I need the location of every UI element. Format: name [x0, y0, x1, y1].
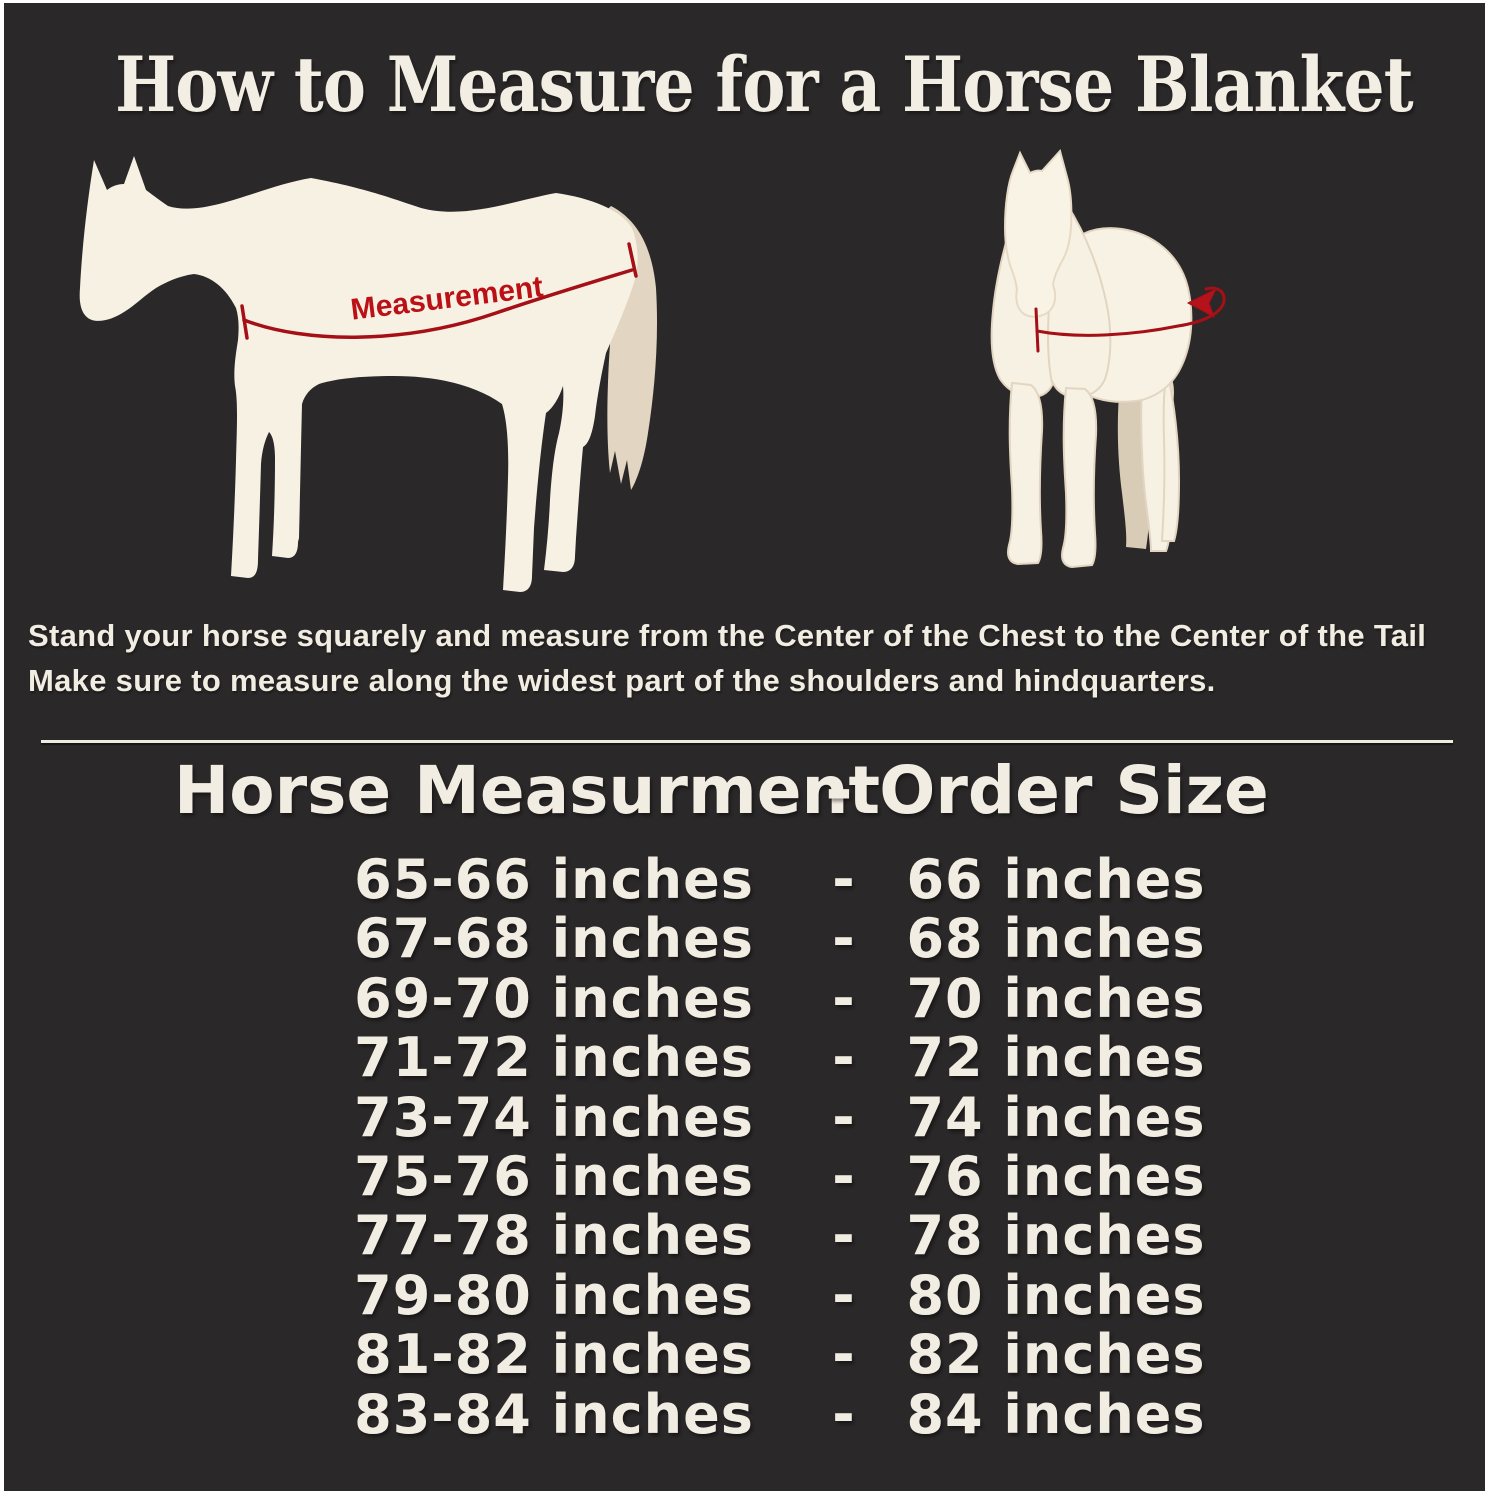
- size-chart-header: Horse Measurment - Order Size: [174, 751, 1289, 831]
- size-chart-row: 79-80 inches -80 inches: [294, 1264, 1254, 1327]
- horse-front-right-leg: [1061, 386, 1098, 569]
- instructions: Stand your horse squarely and measure fr…: [28, 613, 1473, 703]
- side-horse-illustration: Measurement: [79, 156, 658, 592]
- row-measurement: 81-82 inches: [354, 1323, 754, 1387]
- row-separator: -: [832, 1323, 856, 1387]
- row-separator: -: [832, 1382, 856, 1446]
- front-horse-illustration: [990, 148, 1226, 569]
- size-chart-rows: 65-66 inches -66 inches 67-68 inches -68 in…: [294, 848, 1254, 1446]
- row-order-size: 78 inches: [906, 1204, 1206, 1268]
- horse-body-silhouette: [79, 156, 638, 592]
- row-order-size: 66 inches: [906, 848, 1206, 911]
- row-measurement: 73-74 inches: [354, 1085, 754, 1149]
- horse-far-hind-leg: [1160, 370, 1181, 542]
- size-chart-row: 75-76 inches -76 inches: [294, 1145, 1254, 1208]
- size-chart-row: 81-82 inches -82 inches: [294, 1323, 1254, 1386]
- row-separator: -: [832, 1085, 856, 1149]
- row-order-size: 72 inches: [906, 1026, 1206, 1090]
- size-chart-row: 71-72 inches -72 inches: [294, 1026, 1254, 1089]
- divider-line: [41, 740, 1453, 743]
- row-order-size: 84 inches: [906, 1382, 1206, 1446]
- instructions-line-1: Stand your horse squarely and measure fr…: [28, 618, 1427, 653]
- instructions-line-2: Make sure to measure along the widest pa…: [28, 663, 1216, 698]
- measurement-line-front: [1034, 286, 1226, 353]
- row-separator: -: [832, 1263, 856, 1327]
- row-measurement: 69-70 inches: [354, 966, 754, 1030]
- row-separator: -: [832, 907, 856, 971]
- measurement-line-side: [240, 242, 638, 340]
- column-header-separator: -: [825, 752, 853, 829]
- size-chart-row: 67-68 inches -68 inches: [294, 907, 1254, 970]
- row-order-size: 82 inches: [906, 1323, 1206, 1387]
- row-measurement: 65-66 inches: [354, 848, 754, 911]
- row-separator: -: [832, 1204, 856, 1268]
- column-header-order-size: Order Size: [879, 752, 1269, 829]
- horse-front-left-leg: [1007, 381, 1044, 566]
- column-header-measurement: Horse Measurment: [174, 752, 881, 829]
- row-order-size: 70 inches: [906, 966, 1206, 1030]
- row-order-size: 74 inches: [906, 1085, 1206, 1149]
- row-measurement: 67-68 inches: [354, 907, 754, 971]
- row-order-size: 76 inches: [906, 1144, 1206, 1208]
- row-order-size: 68 inches: [906, 907, 1206, 971]
- row-separator: -: [832, 1144, 856, 1208]
- row-measurement: 83-84 inches: [354, 1382, 754, 1446]
- row-separator: -: [832, 966, 856, 1030]
- page-title: How to Measure for a Horse Blanket: [115, 40, 1414, 129]
- row-separator: -: [832, 1026, 856, 1090]
- size-chart-row: 73-74 inches -74 inches: [294, 1086, 1254, 1149]
- infographic-canvas: How to Measure for a Horse Blanket Measu…: [4, 3, 1485, 1491]
- size-chart-row: 83-84 inches -84 inches: [294, 1383, 1254, 1446]
- row-measurement: 79-80 inches: [354, 1263, 754, 1327]
- row-order-size: 80 inches: [906, 1263, 1206, 1327]
- row-measurement: 77-78 inches: [354, 1204, 754, 1268]
- measurement-arrowhead: [1186, 287, 1218, 319]
- row-separator: -: [832, 848, 856, 911]
- horse-head: [1003, 148, 1073, 318]
- row-measurement: 75-76 inches: [354, 1144, 754, 1208]
- row-measurement: 71-72 inches: [354, 1026, 754, 1090]
- size-chart-row: 65-66 inches -66 inches: [294, 848, 1254, 911]
- size-chart-row: 77-78 inches -78 inches: [294, 1204, 1254, 1267]
- size-chart-row: 69-70 inches -70 inches: [294, 967, 1254, 1030]
